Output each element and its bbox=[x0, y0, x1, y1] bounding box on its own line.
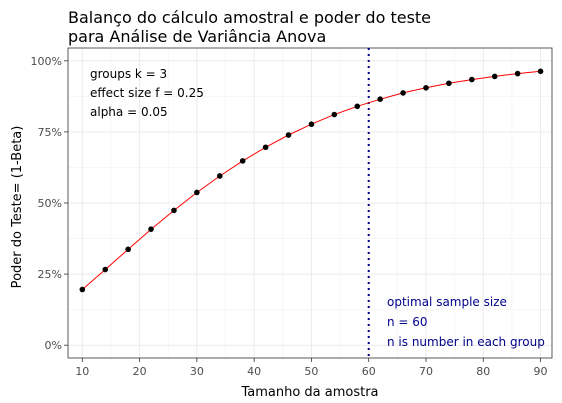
power-data-point bbox=[239, 158, 246, 164]
y-tick-label: 25% bbox=[38, 268, 62, 281]
power-data-point bbox=[400, 90, 406, 96]
power-data-point bbox=[423, 85, 429, 91]
power-data-point bbox=[537, 68, 544, 75]
y-tick-label: 50% bbox=[38, 197, 62, 210]
annotation-alpha: alpha = 0.05 bbox=[90, 105, 168, 119]
power-data-point bbox=[446, 80, 452, 87]
power-data-point bbox=[262, 144, 269, 151]
y-tick-label: 100% bbox=[31, 55, 62, 68]
plot-area bbox=[67, 47, 553, 359]
x-tick-label: 40 bbox=[247, 365, 261, 378]
power-data-point bbox=[377, 96, 383, 102]
x-tick-label: 90 bbox=[534, 365, 548, 378]
power-data-point bbox=[285, 132, 292, 138]
x-tick-label: 80 bbox=[476, 365, 490, 378]
y-tick-label: 0% bbox=[45, 339, 62, 352]
power-data-point bbox=[194, 189, 200, 196]
power-data-point bbox=[514, 70, 521, 77]
power-data-point bbox=[216, 173, 223, 179]
x-tick-label: 60 bbox=[362, 365, 376, 378]
y-axis-ticks: 0% 25% 50% 75% 100% bbox=[31, 55, 68, 352]
power-data-point bbox=[125, 246, 131, 253]
x-tick-label: 50 bbox=[304, 365, 318, 378]
chart-title-line-1: Balanço do cálculo amostral e poder do t… bbox=[68, 8, 431, 27]
power-data-point bbox=[102, 266, 109, 273]
x-tick-label: 70 bbox=[419, 365, 433, 378]
power-data-point bbox=[331, 111, 338, 118]
power-data-point bbox=[491, 73, 498, 80]
x-tick-label: 10 bbox=[75, 365, 89, 378]
power-data-point bbox=[308, 121, 315, 128]
power-data-point bbox=[354, 103, 361, 110]
annotation-optimal-sample: optimal sample size bbox=[387, 295, 507, 309]
power-data-point bbox=[79, 286, 86, 293]
annotation-groups: groups k = 3 bbox=[90, 67, 167, 81]
y-axis-title: Poder do Teste= (1-Beta) bbox=[10, 126, 25, 289]
y-tick-label: 75% bbox=[38, 126, 62, 139]
x-tick-label: 20 bbox=[133, 365, 147, 378]
power-data-point bbox=[171, 207, 177, 214]
series-group bbox=[79, 68, 544, 293]
power-data-point bbox=[148, 226, 154, 232]
annotation-effect-size: effect size f = 0.25 bbox=[90, 86, 204, 100]
annotation-n-value: n = 60 bbox=[387, 315, 428, 329]
x-tick-label: 30 bbox=[190, 365, 204, 378]
power-data-point bbox=[469, 76, 475, 83]
annotation-n-per-group: n is number in each group bbox=[387, 335, 545, 349]
x-axis-ticks: 10 20 30 40 50 60 70 80 90 bbox=[75, 358, 548, 378]
chart-title-line-2: para Análise de Variância Anova bbox=[68, 27, 326, 46]
x-axis-title: Tamanho da amostra bbox=[240, 385, 378, 400]
gridlines bbox=[68, 48, 552, 358]
